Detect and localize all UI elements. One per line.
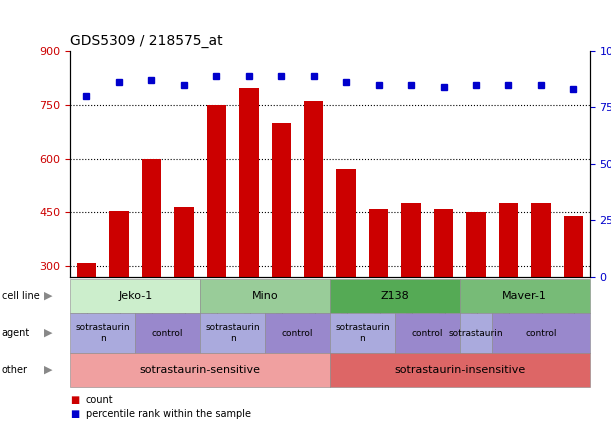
Bar xyxy=(109,211,129,277)
Text: count: count xyxy=(86,395,113,405)
Text: ■: ■ xyxy=(70,395,79,405)
Text: Jeko-1: Jeko-1 xyxy=(118,291,152,301)
Text: sotrastaurin
n: sotrastaurin n xyxy=(205,324,260,343)
Text: control: control xyxy=(152,329,183,338)
Text: ■: ■ xyxy=(70,409,79,419)
Text: sotrastaurin: sotrastaurin xyxy=(448,329,503,338)
Text: control: control xyxy=(525,329,557,338)
Text: sotrastaurin-insensitive: sotrastaurin-insensitive xyxy=(394,365,525,375)
Text: ▶: ▶ xyxy=(44,291,53,301)
Text: sotrastaurin
n: sotrastaurin n xyxy=(335,324,390,343)
Bar xyxy=(304,101,323,277)
Bar xyxy=(564,216,583,277)
Bar xyxy=(142,159,161,277)
Text: ▶: ▶ xyxy=(44,328,53,338)
Text: control: control xyxy=(282,329,313,338)
Bar xyxy=(337,169,356,277)
Text: percentile rank within the sample: percentile rank within the sample xyxy=(86,409,251,419)
Bar xyxy=(77,263,96,277)
Bar xyxy=(466,212,486,277)
Bar xyxy=(401,203,421,277)
Bar xyxy=(239,88,258,277)
Text: Mino: Mino xyxy=(252,291,279,301)
Text: GDS5309 / 218575_at: GDS5309 / 218575_at xyxy=(70,34,223,48)
Text: control: control xyxy=(412,329,443,338)
Text: other: other xyxy=(2,365,28,375)
Bar xyxy=(499,203,518,277)
Bar xyxy=(271,123,291,277)
Text: sotrastaurin
n: sotrastaurin n xyxy=(75,324,130,343)
Text: Z138: Z138 xyxy=(381,291,409,301)
Bar xyxy=(207,104,226,277)
Text: ▶: ▶ xyxy=(44,365,53,375)
Text: agent: agent xyxy=(2,328,30,338)
Text: cell line: cell line xyxy=(2,291,40,301)
Text: Maver-1: Maver-1 xyxy=(502,291,547,301)
Bar xyxy=(369,209,389,277)
Bar xyxy=(174,207,194,277)
Text: sotrastaurin-sensitive: sotrastaurin-sensitive xyxy=(139,365,261,375)
Bar xyxy=(434,209,453,277)
Bar xyxy=(531,203,551,277)
